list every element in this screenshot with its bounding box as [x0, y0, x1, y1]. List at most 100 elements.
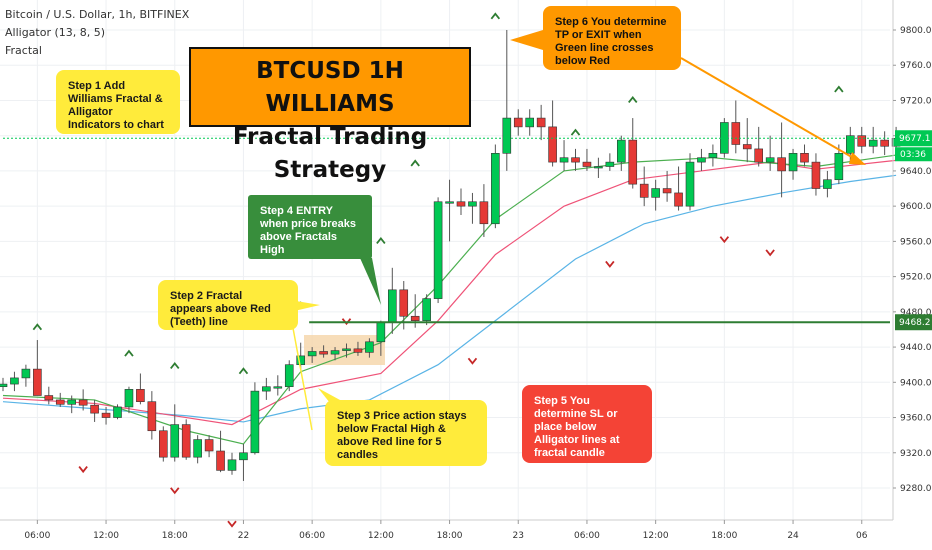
- candle: [296, 342, 306, 370]
- step5-annotation: Step 5 You determine SL or place below A…: [522, 385, 652, 463]
- time-tick-label: 06:00: [574, 531, 600, 541]
- fractal-down-marker: [605, 260, 615, 268]
- candle: [605, 153, 615, 171]
- price-tick-label: 9560.0: [900, 237, 932, 247]
- candle-body: [731, 122, 741, 145]
- candle: [651, 179, 660, 211]
- fractal-up-marker: [32, 323, 43, 331]
- candle-body: [823, 179, 832, 189]
- candle: [468, 192, 477, 224]
- fractal-indicator-label[interactable]: Fractal: [5, 44, 42, 57]
- candle-body: [147, 401, 157, 432]
- candle: [754, 126, 764, 167]
- candle-body: [422, 298, 431, 321]
- current-price-text: 9677.1: [899, 134, 931, 144]
- current-price-tag: [895, 130, 932, 147]
- candle-body: [571, 157, 580, 163]
- candle: [250, 382, 260, 455]
- candle-body: [708, 153, 718, 159]
- candle: [536, 104, 546, 141]
- symbol-info: Bitcoin / U.S. Dollar, 1h, BITFINEX: [5, 8, 190, 21]
- fractal-up-marker: [170, 362, 180, 370]
- candle: [868, 126, 878, 154]
- candle: [422, 294, 431, 326]
- time-axis[interactable]: 06:00 12:00 18:00 22 06:00 12:00 18:00 23 06:00 1…: [0, 519, 893, 541]
- candle: [823, 170, 832, 198]
- candle: [708, 144, 718, 167]
- candle-body: [662, 188, 672, 194]
- candle-body: [365, 341, 374, 353]
- candle: [571, 148, 580, 171]
- price-tick-label: 9280.0: [900, 484, 932, 494]
- candle: [594, 157, 603, 178]
- candle-body: [594, 166, 603, 169]
- candle-body: [67, 399, 76, 405]
- candle: [193, 435, 202, 464]
- candle-body: [399, 289, 409, 317]
- time-tick-label: 06:00: [24, 531, 50, 541]
- candle-body: [342, 348, 351, 351]
- title-line-2: Fractal Trading Strategy: [232, 124, 428, 183]
- candle-body: [204, 439, 214, 452]
- candle: [548, 100, 557, 167]
- candle-body: [44, 395, 54, 401]
- candle-body: [101, 412, 111, 418]
- step4-callout-tail: [360, 258, 381, 305]
- candle: [800, 144, 809, 167]
- candle: [342, 343, 351, 358]
- price-axis[interactable]: 9280.0 9320.0 9360.0 9400.0 9440.0 9480.0 9520…: [892, 0, 932, 520]
- candle-body: [777, 157, 786, 172]
- price-tick-label: 9600.0: [900, 202, 932, 212]
- time-tick-label: 18:00: [437, 531, 463, 541]
- candle: [10, 371, 19, 392]
- price-tick-label: 9520.0: [900, 273, 932, 283]
- candle: [788, 148, 798, 180]
- candle: [880, 131, 889, 156]
- candle-body: [113, 406, 122, 418]
- step3-annotation: Step 3 Price action stays below Fractal …: [325, 400, 487, 466]
- candle-body: [124, 389, 134, 408]
- candle-body: [387, 289, 397, 323]
- candle: [78, 389, 88, 411]
- candle-body: [239, 452, 248, 461]
- step3-callout-tail: [318, 388, 340, 403]
- candle-body: [170, 424, 180, 458]
- fractal-up-marker: [570, 128, 581, 136]
- candle-body: [788, 153, 798, 172]
- candle: [765, 135, 775, 171]
- price-tick-label: 9480.0: [900, 308, 932, 318]
- step2-pointer: [289, 311, 313, 431]
- candle-body: [868, 139, 878, 147]
- candle: [513, 109, 523, 136]
- candle-body: [78, 399, 88, 406]
- candle: [21, 364, 31, 387]
- candle-body: [479, 201, 489, 225]
- candle-body: [55, 399, 65, 405]
- candle: [777, 122, 786, 198]
- fractal-up-marker: [238, 367, 249, 375]
- time-tick-label: 12:00: [368, 531, 394, 541]
- candle-body: [685, 161, 695, 207]
- candle: [284, 360, 294, 392]
- price-tick-label: 9400.0: [900, 378, 932, 388]
- candle: [697, 148, 706, 171]
- alligator-indicator-label[interactable]: Alligator (13, 8, 5): [5, 26, 106, 39]
- fractal-down-marker: [341, 318, 352, 326]
- candle: [216, 430, 225, 473]
- candle-body: [319, 351, 328, 355]
- candle-body: [216, 450, 225, 471]
- candle: [0, 377, 8, 392]
- fractal-up-marker: [628, 96, 638, 104]
- fractal-up-marker: [124, 349, 134, 357]
- candle: [262, 377, 271, 400]
- candle-body: [262, 386, 271, 392]
- fractal-down-marker: [765, 249, 775, 257]
- time-tick-label: 12:00: [643, 531, 669, 541]
- price-tick-label: 9760.0: [900, 61, 932, 71]
- step2-annotation: Step 2 Fractal appears above Red (Teeth)…: [158, 280, 298, 330]
- candle-body: [90, 404, 99, 414]
- lips-line: [2, 154, 897, 445]
- candle: [136, 373, 145, 405]
- candle-body: [136, 389, 145, 402]
- time-tick-label: 18:00: [711, 531, 737, 541]
